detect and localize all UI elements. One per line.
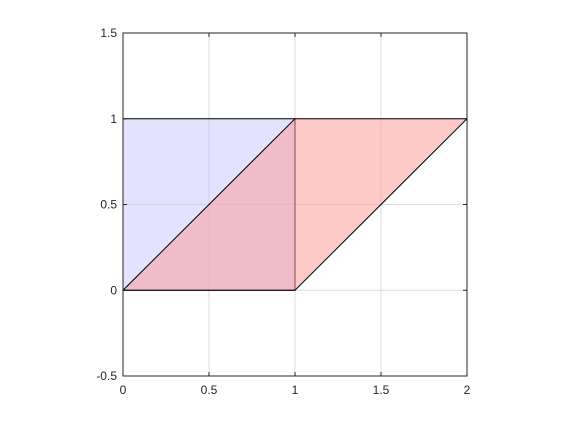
y-tick-label: 0.5 <box>100 198 117 212</box>
y-tick-label: 0 <box>110 283 117 297</box>
x-tick-label: 2 <box>464 383 471 397</box>
y-tick-label: 1.5 <box>100 26 117 40</box>
x-tick-label: 1.5 <box>373 383 390 397</box>
y-tick-label: -0.5 <box>96 369 117 383</box>
y-tick-label: 1 <box>110 112 117 126</box>
x-tick-label: 0.5 <box>201 383 218 397</box>
x-tick-labels: 0 0.5 1 1.5 2 <box>120 383 471 397</box>
x-tick-label: 0 <box>120 383 127 397</box>
y-tick-labels: -0.5 0 0.5 1 1.5 <box>96 26 117 383</box>
ticks <box>122 32 468 377</box>
x-tick-label: 1 <box>292 383 299 397</box>
polygons <box>122 118 468 291</box>
